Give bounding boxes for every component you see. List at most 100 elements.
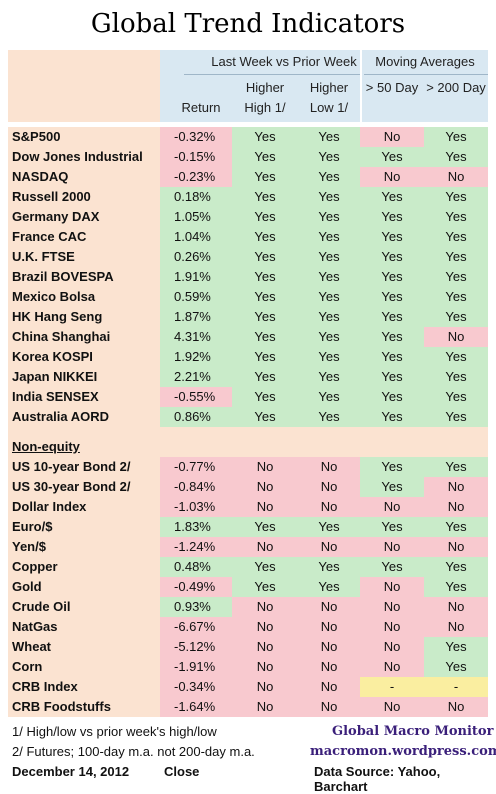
ma200-cell: No xyxy=(424,327,488,347)
higher-low-cell: No xyxy=(298,497,360,517)
brand-site: macromon.wordpress.com xyxy=(310,744,496,759)
higher-high-cell: No xyxy=(232,657,298,677)
section-label-non-equity: Non-equity xyxy=(8,437,160,457)
ma50-cell: Yes xyxy=(360,147,424,167)
table-row: Brazil BOVESPA 1.91% Yes Yes Yes Yes xyxy=(8,267,488,287)
ma50-cell: Yes xyxy=(360,267,424,287)
table-row: Germany DAX 1.05% Yes Yes Yes Yes xyxy=(8,207,488,227)
higher-high-cell: Yes xyxy=(232,187,298,207)
higher-high-cell: Yes xyxy=(232,267,298,287)
row-name: U.K. FTSE xyxy=(8,247,160,267)
close-label: Close xyxy=(164,764,200,779)
ma200-cell: Yes xyxy=(424,307,488,327)
return-cell: 1.92% xyxy=(160,347,232,367)
header-return: Return xyxy=(181,100,221,115)
higher-high-cell: Yes xyxy=(232,287,298,307)
ma200-cell: Yes xyxy=(424,577,488,597)
ma50-cell: No xyxy=(360,597,424,617)
higher-high-cell: No xyxy=(232,617,298,637)
row-name: US 30-year Bond 2/ xyxy=(8,477,160,497)
row-name: HK Hang Seng xyxy=(8,307,160,327)
row-name: Corn xyxy=(8,657,160,677)
higher-low-cell: Yes xyxy=(298,247,360,267)
higher-high-cell: No xyxy=(232,677,298,697)
header-group-weekly-label: Last Week vs Prior Week xyxy=(211,54,357,69)
higher-high-cell: Yes xyxy=(232,227,298,247)
ma50-cell: Yes xyxy=(360,227,424,247)
table-row: Copper 0.48% Yes Yes Yes Yes xyxy=(8,557,488,577)
ma50-cell: - xyxy=(360,677,424,697)
table-row: Corn -1.91% No No No Yes xyxy=(8,657,488,677)
row-name: Dollar Index xyxy=(8,497,160,517)
ma200-cell: Yes xyxy=(424,267,488,287)
footnote-1: 1/ High/low vs prior week's high/low xyxy=(12,724,217,739)
higher-high-cell: Yes xyxy=(232,347,298,367)
higher-high-cell: No xyxy=(232,477,298,497)
return-cell: -1.03% xyxy=(160,497,232,517)
table-row: France CAC 1.04% Yes Yes Yes Yes xyxy=(8,227,488,247)
higher-high-cell: No xyxy=(232,597,298,617)
higher-low-cell: No xyxy=(298,697,360,717)
higher-high-cell: Yes xyxy=(232,387,298,407)
return-cell: -1.91% xyxy=(160,657,232,677)
higher-low-cell: Yes xyxy=(298,577,360,597)
ma50-cell: No xyxy=(360,577,424,597)
row-name: India SENSEX xyxy=(8,387,160,407)
table-row: India SENSEX -0.55% Yes Yes Yes Yes xyxy=(8,387,488,407)
header-higher-low-line2: Low 1/ xyxy=(309,100,349,115)
table-row: CRB Index -0.34% No No - - xyxy=(8,677,488,697)
section-row: Non-equity xyxy=(8,437,488,457)
ma50-cell: Yes xyxy=(360,477,424,497)
header-higher-high-line2: High 1/ xyxy=(244,100,286,115)
higher-low-cell: No xyxy=(298,637,360,657)
higher-low-cell: Yes xyxy=(298,327,360,347)
table-row: Wheat -5.12% No No No Yes xyxy=(8,637,488,657)
return-cell: 1.05% xyxy=(160,207,232,227)
higher-high-cell: No xyxy=(232,537,298,557)
ma200-cell: No xyxy=(424,617,488,637)
ma50-cell: Yes xyxy=(360,457,424,477)
table-header: Last Week vs Prior Week Moving Averages … xyxy=(8,50,488,122)
ma200-cell: - xyxy=(424,677,488,697)
section-spacer xyxy=(8,427,488,437)
higher-high-cell: Yes xyxy=(232,127,298,147)
row-name: Copper xyxy=(8,557,160,577)
ma200-cell: Yes xyxy=(424,657,488,677)
row-name: Yen/$ xyxy=(8,537,160,557)
higher-high-cell: No xyxy=(232,497,298,517)
table-row: US 10-year Bond 2/-0.77% No No Yes Yes xyxy=(8,457,488,477)
row-name: Australia AORD xyxy=(8,407,160,427)
row-name: China Shanghai xyxy=(8,327,160,347)
header-higher-high-line1: Higher xyxy=(245,80,285,95)
higher-high-cell: Yes xyxy=(232,367,298,387)
ma200-cell: No xyxy=(424,697,488,717)
table-row: NatGas -6.67% No No No No xyxy=(8,617,488,637)
ma50-cell: Yes xyxy=(360,207,424,227)
ma50-cell: No xyxy=(360,497,424,517)
higher-low-cell: Yes xyxy=(298,167,360,187)
higher-low-cell: Yes xyxy=(298,267,360,287)
ma50-cell: No xyxy=(360,617,424,637)
table-row: US 30-year Bond 2/-0.84% No No Yes No xyxy=(8,477,488,497)
return-cell: -0.34% xyxy=(160,677,232,697)
row-name: Wheat xyxy=(8,637,160,657)
return-cell: -0.15% xyxy=(160,147,232,167)
page-title: Global Trend Indicators xyxy=(90,9,406,39)
indicator-table: S&P500 -0.32% Yes Yes No Yes Dow Jones Industr… xyxy=(8,127,488,717)
ma200-cell: Yes xyxy=(424,227,488,247)
return-cell: 0.86% xyxy=(160,407,232,427)
table-row: Yen/$ -1.24% No No No No xyxy=(8,537,488,557)
higher-low-cell: No xyxy=(298,597,360,617)
table-row: Dollar Index -1.03% No No No No xyxy=(8,497,488,517)
ma200-cell: No xyxy=(424,167,488,187)
row-name: Crude Oil xyxy=(8,597,160,617)
higher-high-cell: No xyxy=(232,637,298,657)
data-source: Data Source: Yahoo, Barchart xyxy=(314,764,441,794)
brand-name: Global Macro Monitor xyxy=(332,724,494,739)
ma200-cell: Yes xyxy=(424,347,488,367)
ma50-cell: Yes xyxy=(360,327,424,347)
table-row: Korea KOSPI 1.92% Yes Yes Yes Yes xyxy=(8,347,488,367)
higher-low-cell: Yes xyxy=(298,127,360,147)
footer: 1/ High/low vs prior week's high/low 2/ … xyxy=(0,722,496,794)
higher-low-cell: Yes xyxy=(298,207,360,227)
